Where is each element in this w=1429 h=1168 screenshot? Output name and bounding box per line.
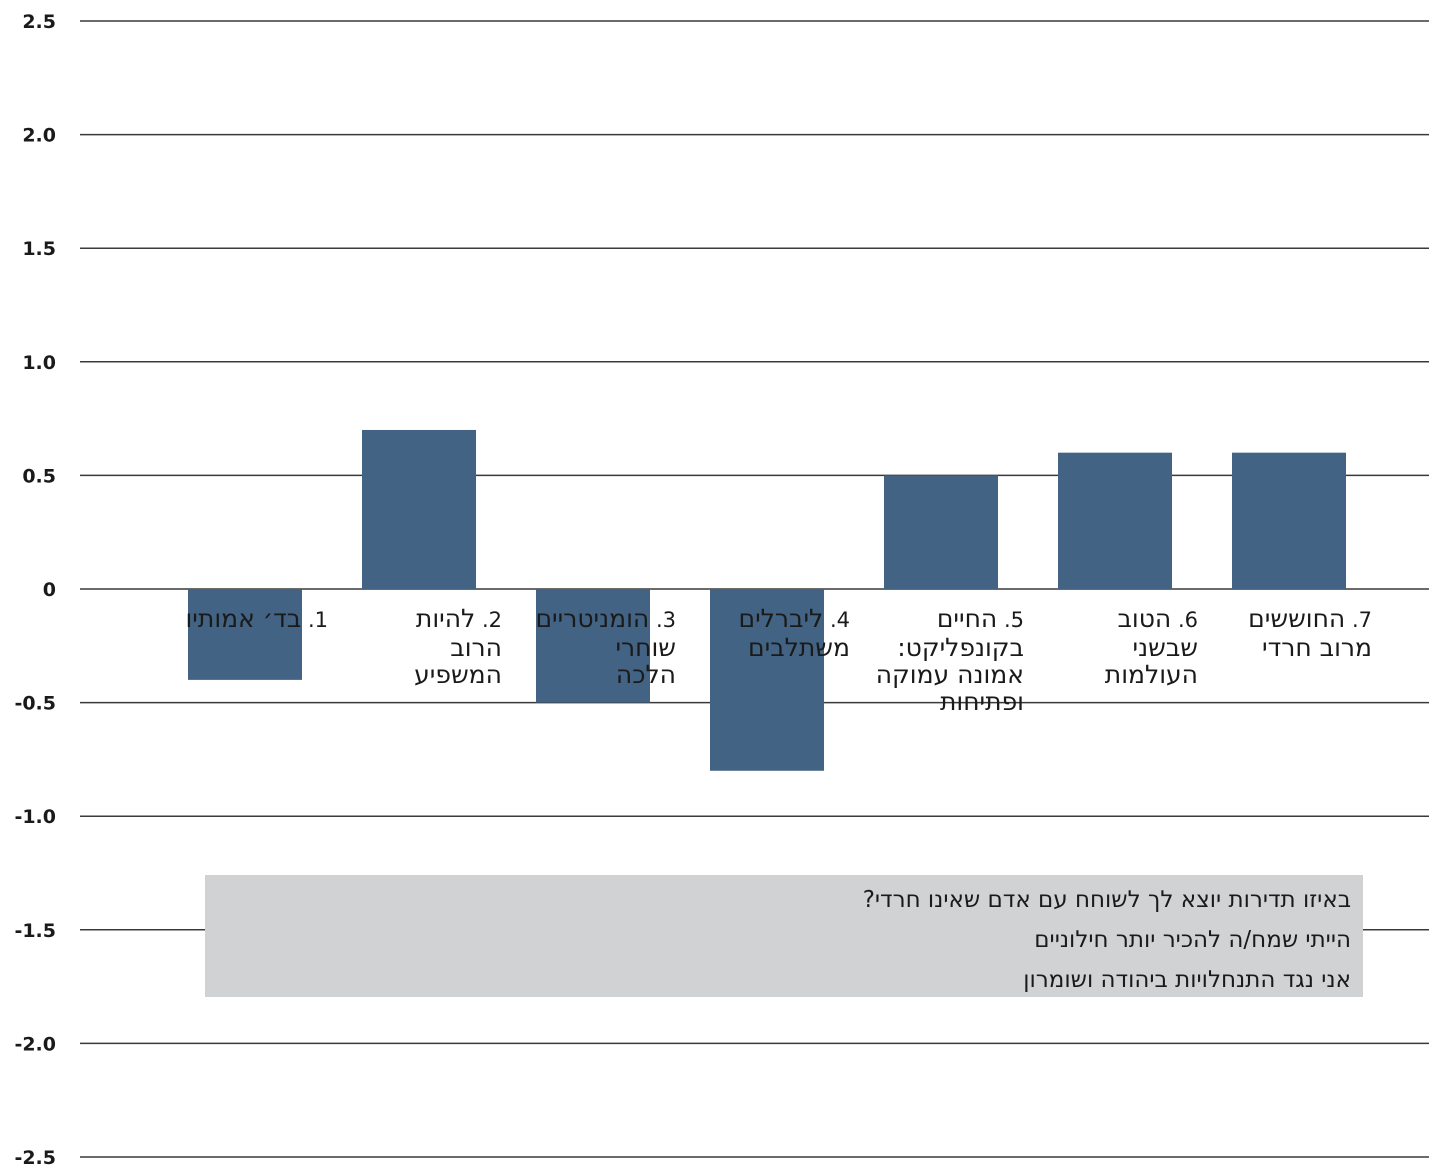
category-label: 7. החוששים מרוב חרדי xyxy=(1248,605,1372,661)
category-label-line: משתלבים xyxy=(748,633,850,662)
category-label-line: 5. החיים xyxy=(876,605,1024,634)
category-label-line: הרוב xyxy=(450,633,502,662)
bar xyxy=(1058,452,1172,589)
category-number: 1. xyxy=(301,608,328,632)
category-text: ליברלים xyxy=(738,604,824,633)
category-label-line: מרוב חרדי xyxy=(1262,633,1372,662)
category-label-line: 7. החוששים xyxy=(1248,605,1372,634)
category-label: 4. ליברלים משתלבים xyxy=(739,605,851,661)
bar xyxy=(884,475,998,589)
category-text: החיים xyxy=(936,604,998,633)
legend: באיזו תדירות יוצא לך לשוחח עם אדם שאינו … xyxy=(205,875,1363,997)
category-text: הומניטריים xyxy=(535,604,650,633)
category-label-line: שבשני xyxy=(1132,633,1198,662)
category-label-line: המשפיע xyxy=(414,660,502,689)
category-label: 6. הטוב שבשני העולמות xyxy=(1105,605,1198,688)
legend-item-1: באיזו תדירות יוצא לך לשוחח עם אדם שאינו … xyxy=(862,887,1351,913)
bar xyxy=(362,429,476,589)
y-tick-label: 2.5 xyxy=(22,11,56,33)
category-text: להיות xyxy=(415,604,476,633)
category-number: 6. xyxy=(1171,608,1198,632)
category-label-line: 1. בד׳ אמותיו xyxy=(185,605,328,634)
legend-item-3: אני נגד התנחלויות ביהודה ושומרון xyxy=(1023,967,1351,993)
bar xyxy=(536,589,650,703)
bar xyxy=(710,589,824,771)
y-tick-label: 1.5 xyxy=(22,238,56,260)
category-text: הטוב xyxy=(1117,604,1172,633)
category-number: 5. xyxy=(997,608,1024,632)
category-label: 5. החיים בקונפליקט: אמונה עמוקה ופתיחות xyxy=(876,605,1024,715)
y-tick-label: -0.5 xyxy=(14,693,56,715)
category-label-line: 3. הומניטריים xyxy=(535,605,676,634)
category-label-line: בקונפליקט: xyxy=(897,633,1024,662)
category-text: החוששים xyxy=(1248,604,1346,633)
category-label: 1. בד׳ אמותיו xyxy=(185,605,328,634)
category-label: 2. להיות הרוב המשפיע xyxy=(414,605,502,688)
y-tick-label: 0 xyxy=(43,579,56,601)
category-label-line: 6. הטוב xyxy=(1105,605,1198,634)
category-label-line: שוחרי xyxy=(615,633,676,662)
y-tick-label: -2.0 xyxy=(14,1033,56,1055)
category-label-line: 4. ליברלים xyxy=(739,605,851,634)
category-label-line: אמונה עמוקה xyxy=(875,660,1024,689)
bar xyxy=(188,589,302,680)
category-label: 3. הומניטריים שוחרי הלכה xyxy=(535,605,676,688)
category-text: בד׳ אמותיו xyxy=(185,604,302,633)
y-tick-label: 0.5 xyxy=(22,465,56,487)
y-tick-label: -2.5 xyxy=(14,1147,56,1168)
category-number: 4. xyxy=(823,608,850,632)
category-label-line: ופתיחות xyxy=(939,687,1024,716)
category-label-line: הלכה xyxy=(615,660,676,689)
category-number: 2. xyxy=(475,608,502,632)
y-tick-label: -1.0 xyxy=(14,806,56,828)
legend-item-2: הייתי שמח/ה להכיר יותר חילוניים xyxy=(1034,927,1351,953)
category-number: 7. xyxy=(1345,608,1372,632)
bar xyxy=(1232,452,1346,589)
y-tick-label: -1.5 xyxy=(14,920,56,942)
category-number: 3. xyxy=(649,608,676,632)
category-label-line: 2. להיות xyxy=(414,605,502,634)
y-axis-tick-labels: 2.5 2.0 1.5 1.0 0.5 0 -0.5 -1.0 -1.5 -2.0 -2.5 xyxy=(14,11,56,1168)
category-label-line: העולמות xyxy=(1104,660,1198,689)
y-tick-label: 1.0 xyxy=(22,352,56,374)
y-tick-label: 2.0 xyxy=(22,125,56,147)
bars xyxy=(188,429,1346,771)
